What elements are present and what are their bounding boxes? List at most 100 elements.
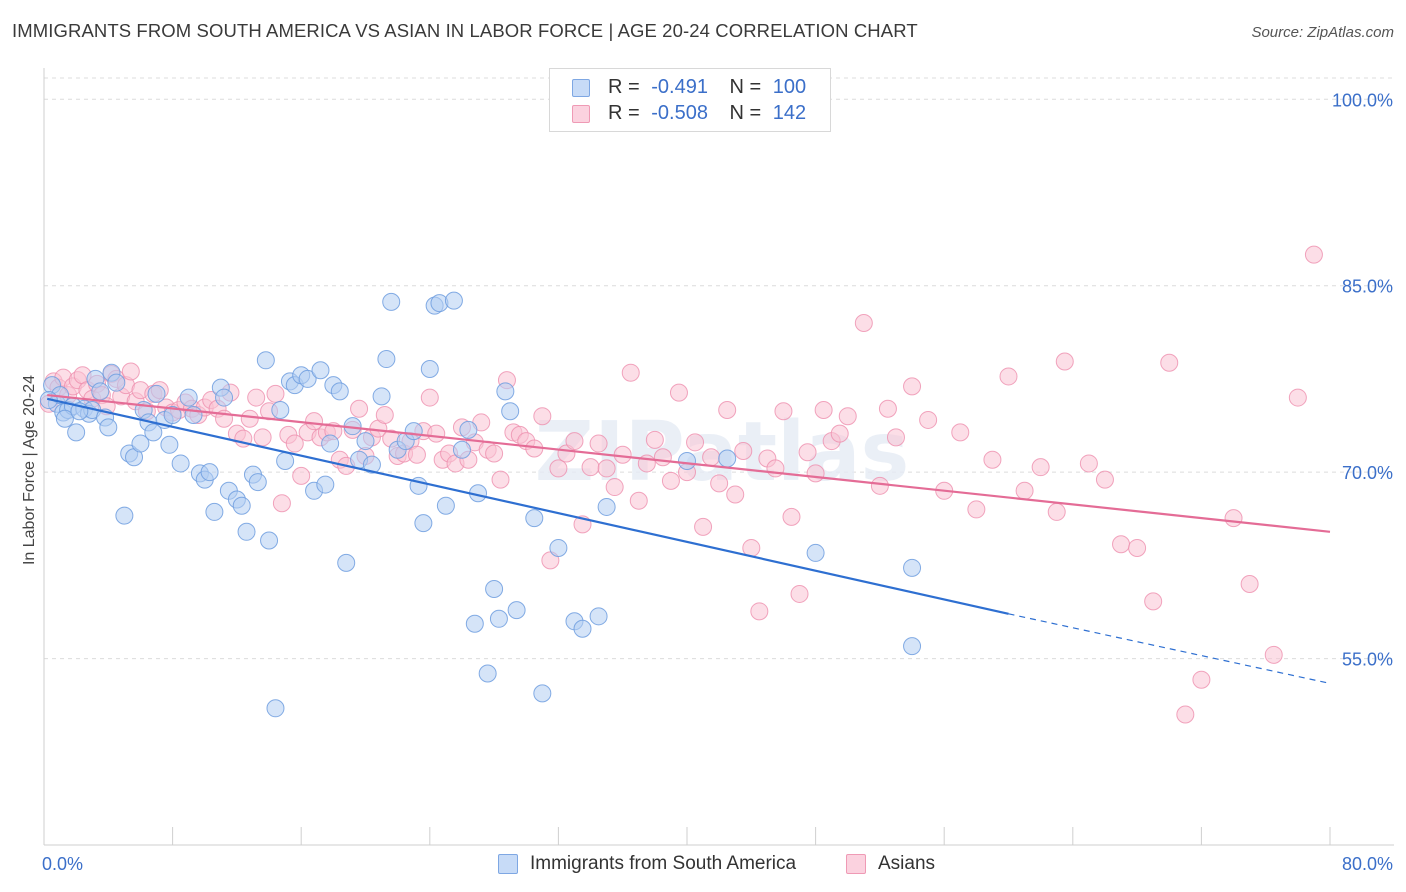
south-america-point <box>163 405 182 424</box>
asians-point <box>710 474 729 493</box>
asians-point <box>1224 509 1243 528</box>
south-america-point <box>903 558 922 577</box>
asians-point <box>694 517 713 536</box>
asians-point <box>878 399 897 418</box>
n-value: 100 <box>772 76 807 98</box>
south-america-point <box>404 422 423 441</box>
south-america-point <box>382 292 401 311</box>
south-america-point <box>67 423 86 442</box>
asians-point <box>790 584 809 603</box>
n-value: 142 <box>772 102 807 124</box>
legend-swatch-blue <box>498 854 518 874</box>
south-america-point <box>147 384 166 403</box>
asians-point <box>1144 592 1163 611</box>
asians-point <box>750 602 769 621</box>
south-america-point <box>337 553 356 572</box>
legend-swatch-pink <box>846 854 866 874</box>
south-america-point <box>459 420 478 439</box>
asians-point <box>686 433 705 452</box>
south-america-trend-line <box>46 397 1009 615</box>
south-america-point <box>903 637 922 656</box>
asians-point <box>597 459 616 478</box>
asians-point <box>350 399 369 418</box>
asians-point <box>629 491 648 510</box>
south-america-point <box>525 509 544 528</box>
asians-point <box>919 410 938 429</box>
south-america-point <box>131 434 150 453</box>
x-tick-label: 80.0% <box>1342 854 1393 874</box>
asians-point <box>285 434 304 453</box>
asians-point <box>1128 538 1147 557</box>
south-america-point <box>489 609 508 628</box>
south-america-point <box>718 449 737 468</box>
x-tick-label: 0.0% <box>42 854 83 874</box>
trend-lines <box>46 393 1331 685</box>
asians-point <box>240 409 259 428</box>
asians-point <box>983 450 1002 469</box>
south-america-point <box>496 382 515 401</box>
asians-point <box>1031 458 1050 477</box>
legend-swatch-blue <box>572 79 590 97</box>
asians-point <box>621 363 640 382</box>
y-tick-label: 100.0% <box>1332 90 1393 110</box>
asians-point <box>533 407 552 426</box>
south-america-point <box>237 522 256 541</box>
n-label: N = <box>729 76 762 98</box>
south-america-point <box>452 440 471 459</box>
asians-point <box>605 478 624 497</box>
asians-point <box>774 402 793 421</box>
south-america-point <box>276 451 295 470</box>
asians-point <box>1079 454 1098 473</box>
south-america-point <box>420 359 439 378</box>
south-america-point <box>55 409 74 428</box>
south-america-series <box>39 291 922 718</box>
asians-trend-line <box>47 393 1331 533</box>
south-america-point <box>330 382 349 401</box>
asians-point <box>1160 353 1179 372</box>
south-america-point <box>91 382 110 401</box>
south-america-point <box>362 455 381 474</box>
asians-point <box>951 423 970 442</box>
asians-point <box>407 445 426 464</box>
south-america-point <box>232 496 251 515</box>
asians-point <box>870 476 889 495</box>
south-america-point <box>260 531 279 550</box>
asians-point <box>292 466 311 485</box>
asians-point <box>1095 470 1114 489</box>
asians-point <box>305 412 324 431</box>
r-label: R = <box>608 76 640 98</box>
axes <box>43 68 1394 846</box>
south-america-point <box>485 579 504 598</box>
asians-point <box>1264 645 1283 664</box>
y-tick-label: 55.0% <box>1342 650 1393 670</box>
asians-point <box>814 401 833 419</box>
chart-source: Source: ZipAtlas.com <box>1251 24 1394 41</box>
asians-point <box>903 377 922 396</box>
south-america-point <box>321 434 340 453</box>
south-america-point <box>205 502 224 521</box>
asians-point <box>1015 481 1034 500</box>
south-america-point <box>179 388 198 407</box>
y-tick-label: 70.0% <box>1342 463 1393 483</box>
south-america-point <box>316 475 335 494</box>
asians-point <box>1288 388 1307 407</box>
asians-point <box>734 442 753 461</box>
asians-point <box>645 430 664 449</box>
south-america-point <box>678 451 696 470</box>
asians-point <box>1112 535 1131 554</box>
south-america-point <box>444 291 463 310</box>
south-america-point <box>266 699 285 718</box>
south-america-point <box>171 454 190 473</box>
chart-title: IMMIGRANTS FROM SOUTH AMERICA VS ASIAN I… <box>12 20 918 41</box>
asians-point <box>1055 352 1074 371</box>
asians-point <box>1192 670 1211 689</box>
asians-point <box>653 448 672 467</box>
asians-point <box>420 388 439 407</box>
r-label: R = <box>608 102 640 124</box>
south-america-point <box>372 387 391 406</box>
south-america-point <box>200 463 219 482</box>
gridlines <box>44 77 1394 660</box>
south-america-point <box>107 373 126 392</box>
south-america-point <box>215 388 234 407</box>
asians-point <box>565 432 584 451</box>
